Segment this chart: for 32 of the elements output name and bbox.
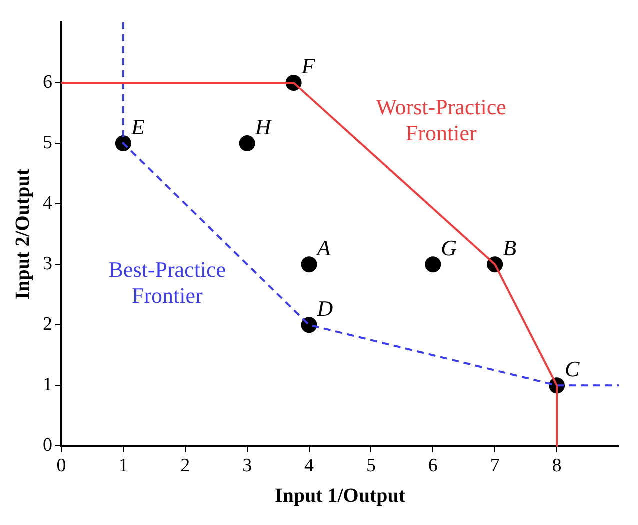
point bbox=[301, 256, 318, 273]
x-tick-label: 7 bbox=[490, 456, 500, 477]
annotation: A bbox=[315, 235, 332, 260]
y-axis-title: Input 2/Output bbox=[12, 168, 34, 300]
x-axis-title: Input 1/Output bbox=[274, 485, 406, 508]
y-tick-label: 0 bbox=[43, 435, 52, 456]
annotation: H bbox=[254, 114, 272, 140]
annotation: E bbox=[130, 114, 146, 140]
x-tick-label: 3 bbox=[242, 456, 252, 477]
annotation: F bbox=[300, 54, 316, 79]
x-tick-label: 2 bbox=[180, 456, 190, 477]
y-tick-label: 6 bbox=[43, 72, 52, 93]
y-tick-label: 3 bbox=[43, 254, 52, 275]
y-tick-label: 4 bbox=[43, 193, 53, 214]
annotation: B bbox=[503, 235, 517, 260]
y-tick-label: 5 bbox=[43, 132, 52, 154]
x-tick-label: 4 bbox=[304, 456, 315, 477]
x-tick-label: 6 bbox=[428, 456, 438, 477]
annotation: C bbox=[565, 356, 580, 382]
series-label: Worst-Practice Frontier bbox=[376, 94, 506, 146]
y-tick-label: 1 bbox=[43, 374, 52, 396]
annotation: G bbox=[441, 235, 458, 260]
x-tick-label: 5 bbox=[366, 456, 376, 477]
point bbox=[115, 135, 132, 152]
series-label: Best-Practice Frontier bbox=[108, 257, 226, 308]
point bbox=[239, 135, 256, 152]
y-tick-label: 2 bbox=[43, 314, 52, 336]
x-tick-label: 1 bbox=[118, 456, 128, 477]
point bbox=[425, 256, 442, 273]
x-tick-label: 0 bbox=[56, 456, 66, 477]
annotation: D bbox=[316, 296, 334, 321]
x-tick-label: 8 bbox=[552, 456, 562, 477]
